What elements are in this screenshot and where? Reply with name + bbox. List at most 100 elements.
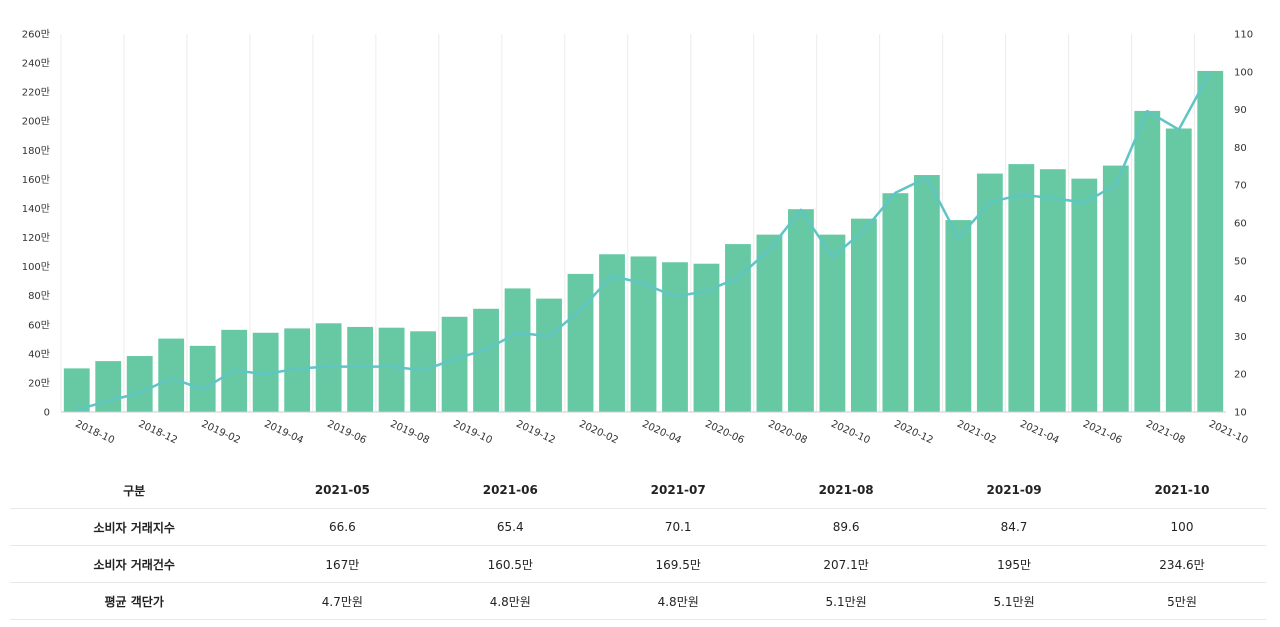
x-tick-label: 2018-10 — [73, 419, 116, 447]
table-cell: 160.5만 — [426, 545, 595, 583]
table-row: 소비자 거래건수 167만 160.5만 169.5만 207.1만 195만 … — [10, 545, 1266, 583]
y-left-tick-label: 140만 — [22, 203, 50, 215]
y-left-tick-label: 20만 — [28, 377, 50, 389]
bar — [788, 209, 814, 412]
header-month: 2021-07 — [594, 472, 763, 509]
table-cell: 65.4 — [426, 508, 595, 546]
x-tick-label: 2021-06 — [1081, 419, 1124, 447]
bar — [63, 368, 90, 412]
y-left-tick-label: 80만 — [28, 290, 50, 302]
y-right-tick-label: 10 — [1234, 408, 1247, 419]
header-month: 2021-06 — [426, 472, 595, 509]
y-right-tick-label: 20 — [1234, 370, 1247, 381]
row-label: 평균 객단가 — [10, 582, 259, 620]
bar — [158, 338, 185, 412]
bar — [441, 316, 468, 412]
bar — [725, 244, 751, 412]
x-tick-label: 2020-02 — [577, 419, 620, 447]
table-row: 소비자 거래지수 66.6 65.4 70.1 89.6 84.7 100 — [10, 508, 1266, 546]
x-tick-label: 2021-08 — [1144, 419, 1187, 447]
summary-table: 구분 2021-05 2021-06 2021-07 2021-08 2021-… — [10, 472, 1266, 620]
y-left-tick-label: 200만 — [22, 116, 50, 128]
bar — [756, 234, 783, 412]
bar — [189, 345, 216, 412]
bar — [473, 308, 499, 412]
table-cell: 167만 — [258, 545, 427, 583]
x-tick-label: 2020-04 — [640, 419, 683, 447]
y-right-tick-label: 90 — [1234, 105, 1247, 116]
table-cell: 169.5만 — [594, 545, 763, 583]
x-tick-label: 2019-12 — [514, 419, 557, 447]
table-cell: 5만원 — [1098, 582, 1266, 620]
header-month: 2021-10 — [1098, 472, 1266, 509]
table-cell: 4.8만원 — [426, 582, 595, 620]
bar — [1071, 178, 1098, 412]
bar — [1197, 70, 1224, 413]
bar — [1102, 165, 1129, 412]
y-left-tick-label: 100만 — [22, 261, 50, 273]
y-left-tick-label: 40만 — [28, 348, 50, 360]
row-label: 소비자 거래지수 — [10, 508, 259, 546]
x-tick-label: 2019-08 — [388, 419, 431, 447]
y-left-tick-label: 180만 — [22, 145, 50, 157]
bar — [599, 254, 625, 412]
bar — [126, 356, 153, 412]
y-left-tick-label: 0 — [44, 408, 50, 419]
x-tick-label: 2021-02 — [955, 419, 998, 447]
y-left-tick-label: 160만 — [22, 174, 50, 186]
header-category: 구분 — [10, 472, 259, 509]
table-cell: 234.6만 — [1098, 545, 1266, 583]
bar — [819, 234, 846, 412]
header-month: 2021-08 — [762, 472, 931, 509]
bar — [662, 262, 688, 412]
bar — [945, 220, 972, 412]
y-left-tick-label: 260만 — [22, 29, 50, 41]
bar — [1008, 164, 1035, 412]
table-header-row: 구분 2021-05 2021-06 2021-07 2021-08 2021-… — [10, 472, 1266, 509]
y-right-tick-label: 80 — [1234, 143, 1247, 154]
bar — [410, 331, 437, 412]
x-tick-label: 2020-10 — [829, 419, 872, 447]
x-tick-label: 2019-06 — [325, 419, 368, 447]
bar — [536, 298, 562, 412]
table-cell: 84.7 — [930, 508, 1098, 546]
y-right-tick-label: 70 — [1234, 181, 1247, 192]
combo-chart: 0 20만 40만 60만 80만 100만 120만 140만 160만 180만 200만 220… — [22, 29, 1253, 447]
y-left-tick-label: 220만 — [22, 87, 50, 99]
table-cell: 89.6 — [762, 508, 931, 546]
table-cell: 207.1만 — [762, 545, 931, 583]
y-left-tick-label: 240만 — [22, 58, 50, 70]
x-tick-label: 2019-10 — [451, 419, 494, 447]
y-right-tick-label: 50 — [1234, 256, 1247, 267]
table-cell: 100 — [1098, 508, 1266, 546]
table-row: 평균 객단가 4.7만원 4.8만원 4.8만원 5.1만원 5.1만원 5만원 — [10, 582, 1266, 620]
y-right-tick-label: 110 — [1234, 30, 1253, 41]
chart-svg: 0 20만 40만 60만 80만 100만 120만 140만 160만 180만 200만 220… — [22, 29, 1253, 447]
bar — [347, 326, 374, 412]
table-cell: 195만 — [930, 545, 1098, 583]
bar — [850, 218, 877, 412]
bar — [1039, 169, 1066, 412]
x-tick-label: 2020-08 — [766, 419, 809, 447]
table-cell: 66.6 — [258, 508, 427, 546]
bar — [504, 288, 531, 412]
y-right-tick-label: 100 — [1234, 67, 1253, 78]
x-tick-label: 2018-12 — [136, 419, 179, 447]
x-tick-label: 2021-10 — [1207, 419, 1250, 447]
y-right-tick-label: 60 — [1234, 219, 1247, 230]
bar — [630, 256, 657, 412]
y-left-tick-label: 60만 — [28, 319, 50, 331]
bar — [1165, 128, 1192, 412]
bar — [882, 193, 909, 412]
table-cell: 5.1만원 — [930, 582, 1098, 620]
table-cell: 5.1만원 — [762, 582, 931, 620]
x-tick-label: 2020-06 — [703, 419, 746, 447]
x-tick-label: 2019-04 — [262, 419, 305, 447]
bar — [378, 327, 405, 412]
bar — [913, 175, 940, 412]
bar — [976, 173, 1003, 412]
line-series — [76, 71, 1212, 412]
header-month: 2021-09 — [930, 472, 1098, 509]
bar — [567, 273, 594, 412]
x-tick-label: 2021-04 — [1018, 419, 1061, 447]
